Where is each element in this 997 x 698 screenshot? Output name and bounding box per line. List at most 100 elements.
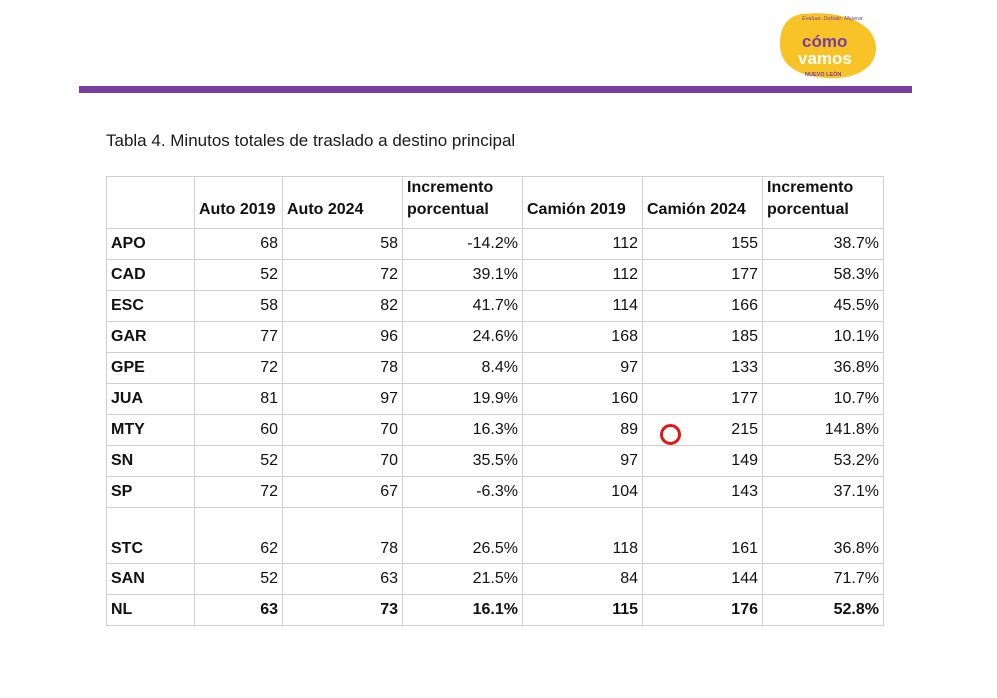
- table-cell: 16.3%: [402, 414, 523, 446]
- table-cell: 81: [194, 383, 283, 415]
- table-cell: 37.1%: [762, 476, 884, 508]
- red-circle-marker: [660, 424, 681, 445]
- table-cell: 36.8%: [762, 507, 884, 564]
- table-cell: 160: [522, 383, 643, 415]
- table-row: CAD 52 72 39.1% 112 177 58.3%: [106, 259, 884, 291]
- table-cell: 52: [194, 259, 283, 291]
- table-cell: 89: [522, 414, 643, 446]
- table-cell: 70: [282, 414, 403, 446]
- table-header-row: Auto 2019 Auto 2024 Incremento porcentua…: [106, 176, 884, 229]
- table-cell: 97: [522, 445, 643, 477]
- row-label: SAN: [106, 563, 195, 595]
- row-label: CAD: [106, 259, 195, 291]
- table-cell: 161: [642, 507, 763, 564]
- table-cell: 52: [194, 445, 283, 477]
- table-cell: 52: [194, 563, 283, 595]
- table-cell: 62: [194, 507, 283, 564]
- table-cell: 77: [194, 321, 283, 353]
- table-row: APO 68 58 -14.2% 112 155 38.7%: [106, 228, 884, 260]
- header-cell: Incremento porcentual: [402, 176, 523, 229]
- table-cell: 115: [522, 594, 643, 626]
- table-row: STC 62 78 26.5% 118 161 36.8%: [106, 507, 884, 564]
- table-cell: 155: [642, 228, 763, 260]
- table-cell: 177: [642, 383, 763, 415]
- table-cell: 10.1%: [762, 321, 884, 353]
- table-cell: 35.5%: [402, 445, 523, 477]
- table-cell: -14.2%: [402, 228, 523, 260]
- header-cell: Camión 2024: [642, 176, 763, 229]
- table-cell: 149: [642, 445, 763, 477]
- table-cell: 72: [282, 259, 403, 291]
- table-cell: 36.8%: [762, 352, 884, 384]
- como-vamos-logo: Evaluar. Debatir. Mejorar. cómo vamos NU…: [780, 13, 876, 79]
- table-row: SP 72 67 -6.3% 104 143 37.1%: [106, 476, 884, 508]
- row-label: GPE: [106, 352, 195, 384]
- table-cell: 26.5%: [402, 507, 523, 564]
- table-cell: 71.7%: [762, 563, 884, 595]
- table-cell: 21.5%: [402, 563, 523, 595]
- header-cell: Auto 2024: [282, 176, 403, 229]
- table-cell: 63: [194, 594, 283, 626]
- logo-tagline: Evaluar. Debatir. Mejorar.: [802, 16, 864, 22]
- table-cell: 58.3%: [762, 259, 884, 291]
- table-cell: 68: [194, 228, 283, 260]
- table-cell: 41.7%: [402, 290, 523, 322]
- table-cell: 133: [642, 352, 763, 384]
- table-cell: 58: [194, 290, 283, 322]
- table-cell: 70: [282, 445, 403, 477]
- table-row: SAN 52 63 21.5% 84 144 71.7%: [106, 563, 884, 595]
- table-cell: 112: [522, 228, 643, 260]
- table-row: SN 52 70 35.5% 97 149 53.2%: [106, 445, 884, 477]
- row-label: SN: [106, 445, 195, 477]
- table-cell: 185: [642, 321, 763, 353]
- row-label: GAR: [106, 321, 195, 353]
- header-cell: Incremento porcentual: [762, 176, 884, 229]
- table-cell: 144: [642, 563, 763, 595]
- header-divider: [79, 86, 912, 93]
- table-cell: -6.3%: [402, 476, 523, 508]
- table-cell: 118: [522, 507, 643, 564]
- table-cell: 10.7%: [762, 383, 884, 415]
- table-title: Tabla 4. Minutos totales de traslado a d…: [106, 131, 516, 150]
- total-row: NL 63 73 16.1% 115 176 52.8%: [106, 594, 884, 626]
- logo-region: NUEVO LEÓN: [805, 70, 841, 78]
- table-cell: 24.6%: [402, 321, 523, 353]
- table-cell: 52.8%: [762, 594, 884, 626]
- table-cell: 114: [522, 290, 643, 322]
- header-cell: [106, 176, 195, 229]
- table-cell: 97: [282, 383, 403, 415]
- table-row: GAR 77 96 24.6% 168 185 10.1%: [106, 321, 884, 353]
- table-cell: 45.5%: [762, 290, 884, 322]
- table-cell: 72: [194, 476, 283, 508]
- table-cell: 177: [642, 259, 763, 291]
- table-cell: 78: [282, 507, 403, 564]
- header-cell: Camión 2019: [522, 176, 643, 229]
- table-cell: 166: [642, 290, 763, 322]
- table-row: ESC 58 82 41.7% 114 166 45.5%: [106, 290, 884, 322]
- table-cell: 19.9%: [402, 383, 523, 415]
- table-cell: 143: [642, 476, 763, 508]
- row-label: MTY: [106, 414, 195, 446]
- table-cell: 96: [282, 321, 403, 353]
- table-cell: 168: [522, 321, 643, 353]
- table-cell: 53.2%: [762, 445, 884, 477]
- table-cell: 16.1%: [402, 594, 523, 626]
- row-label: APO: [106, 228, 195, 260]
- row-label: NL: [106, 594, 195, 626]
- table-cell: 8.4%: [402, 352, 523, 384]
- table-cell: 176: [642, 594, 763, 626]
- row-label: STC: [106, 507, 195, 564]
- table-cell: 104: [522, 476, 643, 508]
- travel-time-table: Auto 2019 Auto 2024 Incremento porcentua…: [106, 176, 884, 626]
- logo-word-1: cómo: [802, 32, 847, 51]
- logo-word-2: vamos: [798, 49, 852, 68]
- row-label: SP: [106, 476, 195, 508]
- table-cell: 63: [282, 563, 403, 595]
- table-cell: 72: [194, 352, 283, 384]
- row-label: ESC: [106, 290, 195, 322]
- table-cell: 60: [194, 414, 283, 446]
- table-cell: 38.7%: [762, 228, 884, 260]
- table-cell: 78: [282, 352, 403, 384]
- table-cell: 84: [522, 563, 643, 595]
- table-cell: 58: [282, 228, 403, 260]
